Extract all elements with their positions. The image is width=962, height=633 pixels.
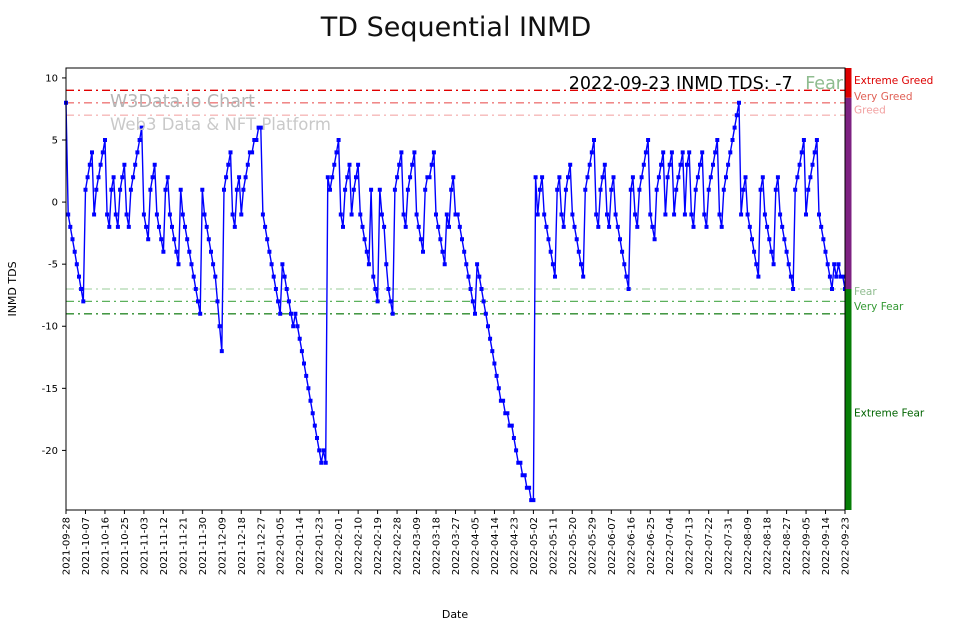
x-tick-label: 2022-04-05 xyxy=(471,517,482,575)
x-tick-label: 2022-09-23 xyxy=(841,517,852,575)
x-tick-label: 2022-06-25 xyxy=(646,517,657,575)
x-axis-label: Date xyxy=(442,608,469,621)
zone-label-fear: Fear xyxy=(854,286,877,298)
x-tick-label: 2022-07-22 xyxy=(704,517,715,575)
x-tick-label: 2022-08-09 xyxy=(743,517,754,575)
x-tick-label: 2021-09-28 xyxy=(62,517,73,575)
x-tick-label: 2021-10-16 xyxy=(101,517,112,575)
x-tick-label: 2022-07-31 xyxy=(724,517,735,575)
x-tick-label: 2021-11-21 xyxy=(178,517,189,575)
right-zone-bar-layer xyxy=(845,68,852,510)
y-tick-label: -10 xyxy=(42,322,58,333)
zone-bar-segment-0 xyxy=(845,68,852,98)
zone-labels-layer: Extreme Greed Very Greed Greed Fear Very Fea… xyxy=(854,75,933,420)
axes-layer: 10 5 0 -5 -10 -15 -20 2021-09-28 2021-10-07 2021-… xyxy=(42,67,852,575)
chart-title: TD Sequential INMD xyxy=(320,12,592,43)
x-tick-label: 2022-03-09 xyxy=(412,517,423,575)
x-tick-label: 2022-08-27 xyxy=(782,517,793,575)
series-layer xyxy=(64,100,847,503)
x-tick-label: 2021-10-25 xyxy=(120,517,131,575)
x-tick-label: 2022-07-04 xyxy=(665,517,676,575)
x-tick-label: 2022-04-14 xyxy=(490,517,501,575)
zone-bar-segment-2 xyxy=(845,289,852,510)
x-tick-label: 2022-05-02 xyxy=(529,517,540,575)
x-tick-label: 2022-02-28 xyxy=(393,517,404,575)
x-tick-label: 2022-05-20 xyxy=(568,517,579,575)
x-tick-label: 2022-05-29 xyxy=(587,517,598,575)
x-tick-label: 2021-11-03 xyxy=(139,517,150,575)
x-tick-label: 2022-05-11 xyxy=(548,517,559,575)
watermark-line2: Web3 Data & NFT Platform xyxy=(110,115,331,134)
annotation-status: Fear xyxy=(805,74,844,94)
x-tick-label: 2022-02-01 xyxy=(334,517,345,575)
x-tick-label: 2022-01-23 xyxy=(315,517,326,575)
zone-label-very-fear: Very Fear xyxy=(854,301,904,313)
x-tick-label: 2022-03-18 xyxy=(432,517,443,575)
y-tick-label: -15 xyxy=(42,384,58,395)
plot-border xyxy=(65,67,846,511)
x-tick-label: 2022-01-05 xyxy=(276,517,287,575)
x-tick-label: 2022-09-14 xyxy=(821,517,832,575)
zone-label-extreme-greed: Extreme Greed xyxy=(854,75,933,87)
x-tick-label: 2022-01-14 xyxy=(295,517,306,575)
zone-label-greed: Greed xyxy=(854,105,886,117)
zone-label-very-greed: Very Greed xyxy=(854,91,913,103)
y-tick-label: -20 xyxy=(42,446,58,457)
x-tick-label: 2021-12-27 xyxy=(256,517,267,575)
y-axis-label: INMD TDS xyxy=(6,261,19,316)
x-tick-label: 2022-08-18 xyxy=(763,517,774,575)
annotation-text: 2022-09-23 INMD TDS: -7 xyxy=(569,74,793,94)
zone-label-extreme-fear: Extreme Fear xyxy=(854,408,925,420)
x-tick-label: 2022-02-10 xyxy=(354,517,365,575)
y-tick-label: 5 xyxy=(52,136,58,147)
x-tick-label: 2021-12-18 xyxy=(237,517,248,575)
x-tick-label: 2022-06-16 xyxy=(626,517,637,575)
x-tick-label: 2021-11-30 xyxy=(198,517,209,575)
x-tick-label: 2021-12-09 xyxy=(217,517,228,575)
y-tick-label: 0 xyxy=(52,198,58,209)
watermark-line1: W3Data.io Chart xyxy=(110,92,255,112)
x-tick-label: 2022-09-05 xyxy=(802,517,813,575)
x-tick-label: 2022-06-07 xyxy=(607,517,618,575)
x-tick-label: 2022-04-23 xyxy=(509,517,520,575)
x-tick-label: 2022-03-27 xyxy=(451,517,462,575)
tds-line-series xyxy=(65,102,846,501)
latest-value-annotation: 2022-09-23 INMD TDS: -7 Fear xyxy=(569,74,844,94)
y-tick-label: 10 xyxy=(45,73,58,84)
x-tick-label: 2021-10-07 xyxy=(81,517,92,575)
x-tick-label: 2022-07-13 xyxy=(685,517,696,575)
x-tick-label: 2022-02-19 xyxy=(373,517,384,575)
zone-bar-segment-1 xyxy=(845,97,852,289)
x-tick-label: 2021-11-12 xyxy=(159,517,170,575)
y-tick-label: -5 xyxy=(48,260,58,271)
